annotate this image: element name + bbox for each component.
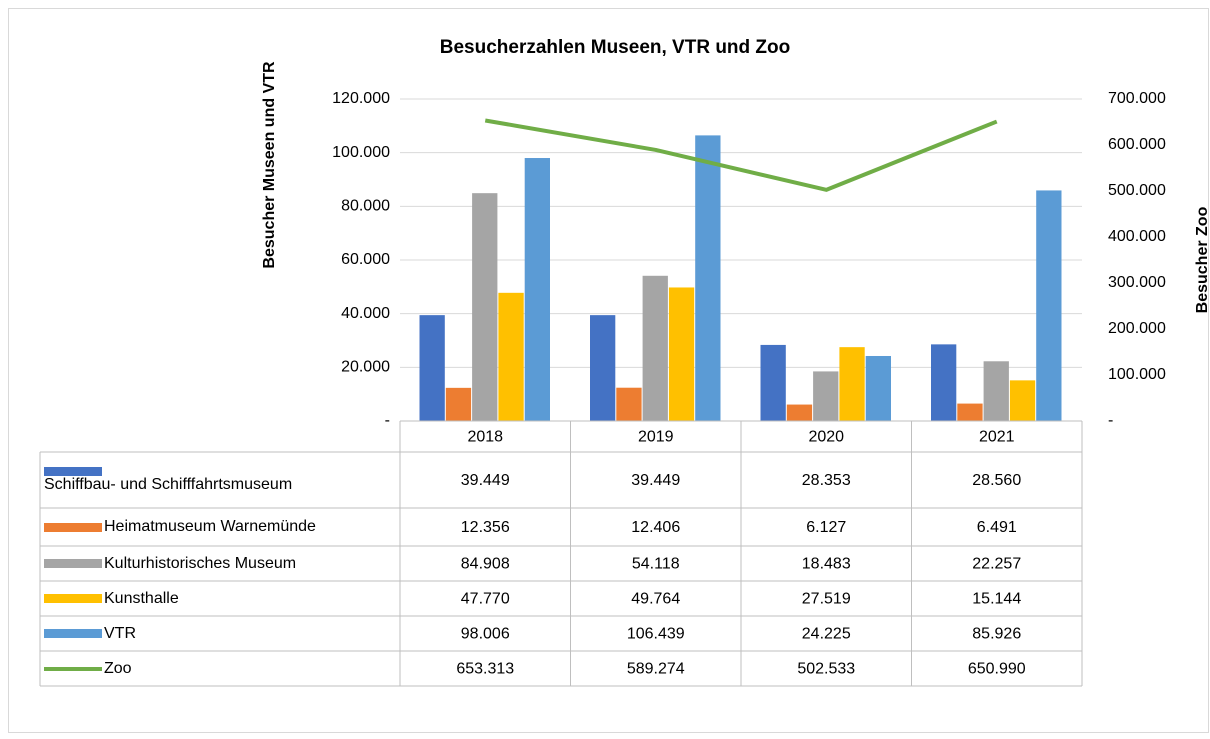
x-tick-label: 2020 bbox=[808, 429, 844, 446]
legend-label: Schiffbau- und Schifffahrtsmuseum bbox=[44, 475, 293, 493]
legend-cell: Kulturhistorisches Museum bbox=[40, 546, 400, 581]
table-value: 653.313 bbox=[456, 661, 514, 678]
bar bbox=[668, 287, 695, 421]
y-tick-label: 40.000 bbox=[341, 305, 390, 322]
bar bbox=[1009, 380, 1036, 421]
bar bbox=[642, 275, 668, 421]
y2-tick-label: 200.000 bbox=[1108, 320, 1166, 337]
bar bbox=[813, 371, 839, 421]
table-value: 22.257 bbox=[972, 556, 1021, 573]
table-value: 650.990 bbox=[968, 661, 1026, 678]
table-value: 12.356 bbox=[461, 519, 510, 536]
x-tick-label: 2018 bbox=[467, 429, 503, 446]
legend-item: Schiffbau- und Schifffahrtsmuseum bbox=[40, 452, 400, 508]
bar bbox=[498, 292, 524, 421]
y2-tick-label: 700.000 bbox=[1108, 90, 1166, 107]
y-tick-label: - bbox=[385, 412, 390, 429]
bar bbox=[445, 387, 472, 421]
table-value: 589.274 bbox=[627, 661, 685, 678]
legend-cell: Zoo bbox=[40, 651, 400, 686]
legend-swatch bbox=[44, 594, 102, 603]
bar bbox=[695, 135, 721, 422]
legend-cell: Schiffbau- und Schifffahrtsmuseum bbox=[40, 452, 400, 508]
y2-tick-label: 300.000 bbox=[1108, 274, 1166, 291]
bar bbox=[865, 355, 891, 421]
table-value: 84.908 bbox=[461, 556, 510, 573]
y2-tick-label: - bbox=[1108, 412, 1113, 429]
bar bbox=[760, 344, 786, 421]
table-value: 39.449 bbox=[461, 472, 510, 489]
legend-label: Kunsthalle bbox=[104, 589, 179, 607]
y-tick-label: 80.000 bbox=[341, 198, 390, 215]
table-value: 12.406 bbox=[631, 519, 680, 536]
table-value: 6.491 bbox=[977, 519, 1017, 536]
legend-label: Heimatmuseum Warnemünde bbox=[104, 518, 316, 535]
legend-label: Kulturhistorisches Museum bbox=[104, 554, 297, 572]
table-value: 15.144 bbox=[972, 591, 1021, 608]
bar bbox=[957, 403, 983, 421]
table-value: 49.764 bbox=[631, 591, 680, 608]
legend-swatch bbox=[44, 522, 102, 532]
legend-swatch bbox=[44, 466, 102, 476]
y2-tick-label: 500.000 bbox=[1108, 182, 1166, 199]
y-tick-label: 100.000 bbox=[332, 144, 390, 161]
table-value: 502.533 bbox=[797, 661, 855, 678]
bar bbox=[931, 344, 957, 421]
legend-item: Kunsthalle bbox=[40, 581, 400, 616]
bar bbox=[524, 158, 550, 422]
table-value: 28.560 bbox=[972, 472, 1021, 489]
table-value: 24.225 bbox=[802, 626, 851, 643]
bar bbox=[839, 347, 865, 421]
y-tick-label: 120.000 bbox=[332, 90, 390, 107]
bar bbox=[983, 361, 1009, 421]
legend-swatch bbox=[44, 629, 102, 638]
legend-label: Zoo bbox=[104, 659, 132, 677]
bar bbox=[616, 387, 642, 421]
chart-title: Besucherzahlen Museen, VTR und Zoo bbox=[440, 37, 791, 58]
legend-label: VTR bbox=[104, 624, 136, 642]
table-value: 28.353 bbox=[802, 472, 851, 489]
y-tick-label: 20.000 bbox=[341, 359, 390, 376]
table-value: 39.449 bbox=[631, 472, 680, 489]
legend-swatch bbox=[44, 559, 102, 568]
table-value: 85.926 bbox=[972, 626, 1021, 643]
y2-tick-label: 600.000 bbox=[1108, 136, 1166, 153]
y2-tick-label: 100.000 bbox=[1108, 366, 1166, 383]
bar bbox=[472, 193, 498, 421]
x-tick-label: 2019 bbox=[638, 429, 674, 446]
table-value: 54.118 bbox=[632, 556, 680, 573]
line bbox=[484, 118, 998, 192]
bar bbox=[1036, 190, 1062, 421]
y-axis-title: Besucher Museen und VTR bbox=[261, 61, 278, 269]
y2-tick-label: 400.000 bbox=[1108, 228, 1166, 245]
legend-item: Zoo bbox=[40, 651, 400, 686]
table-value: 6.127 bbox=[806, 519, 846, 536]
table-value: 47.770 bbox=[461, 591, 510, 608]
table-value: 98.006 bbox=[461, 626, 510, 643]
legend-cell: VTR bbox=[40, 616, 400, 651]
bar bbox=[590, 315, 616, 421]
x-tick-label: 2021 bbox=[979, 429, 1015, 446]
legend-item: VTR bbox=[40, 616, 400, 651]
table-value: 18.483 bbox=[802, 556, 851, 573]
legend-cell: Kunsthalle bbox=[40, 581, 400, 616]
bar bbox=[419, 315, 445, 421]
y-tick-label: 60.000 bbox=[341, 251, 390, 268]
table-value: 106.439 bbox=[627, 626, 685, 643]
legend-swatch bbox=[44, 666, 102, 671]
table-value: 27.519 bbox=[802, 591, 851, 608]
bar bbox=[786, 404, 813, 421]
y2-axis-title: Besucher Zoo bbox=[1194, 206, 1210, 313]
legend-item: Kulturhistorisches Museum bbox=[40, 546, 400, 581]
legend-item: Heimatmuseum Warnemünde bbox=[40, 508, 400, 546]
legend-cell: Heimatmuseum Warnemünde bbox=[40, 508, 400, 546]
